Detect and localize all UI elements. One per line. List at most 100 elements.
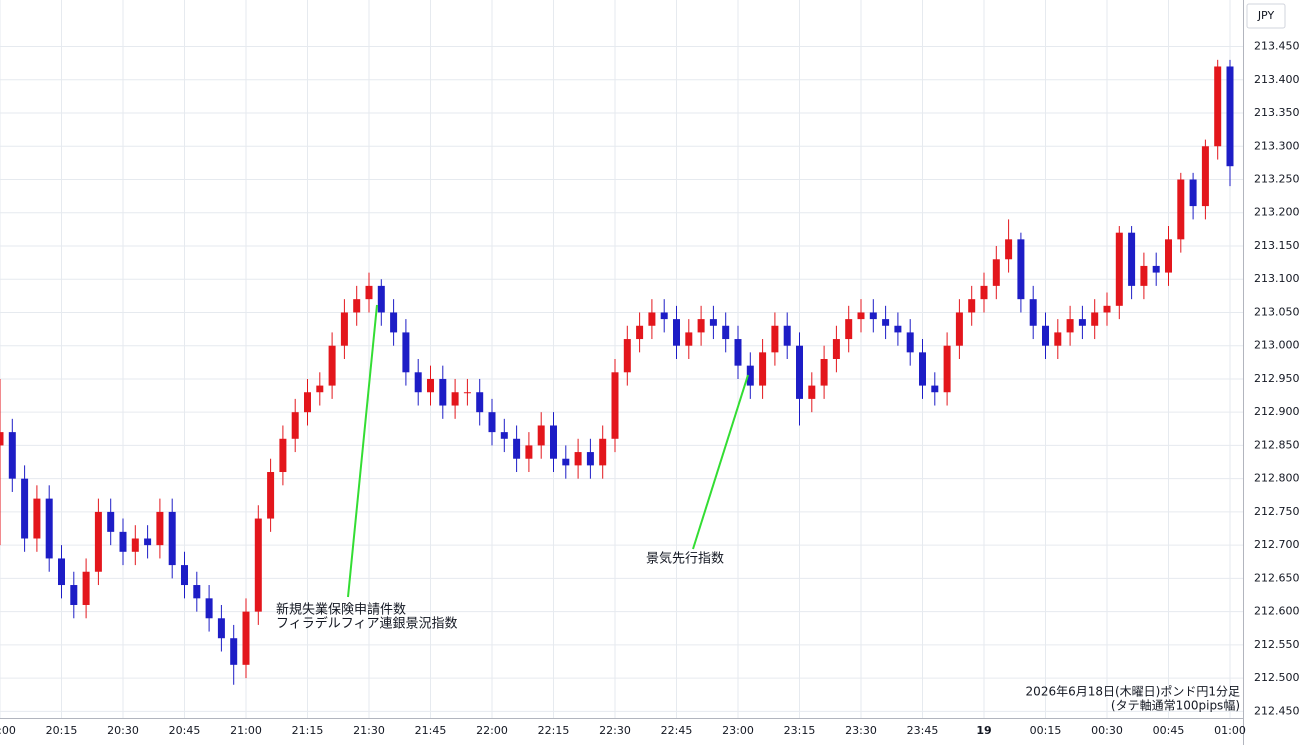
candle-body	[316, 385, 324, 393]
annotation: フィラデルフィア連銀景況指数	[276, 616, 457, 632]
candle-body	[722, 325, 730, 340]
x-tick-label: 00:45	[1153, 724, 1185, 737]
candle-body	[8, 432, 16, 479]
candle-body	[513, 438, 521, 459]
x-tick-label: 23:45	[907, 724, 939, 737]
candle-body	[623, 339, 631, 373]
candle-body	[70, 585, 78, 605]
y-tick-label: 212.650	[1254, 571, 1300, 584]
candle-body	[599, 438, 607, 466]
y-tick-label: 213.100	[1254, 272, 1300, 285]
candle-body	[1103, 305, 1111, 313]
x-tick-label: 20:00	[0, 724, 16, 737]
candle-body	[525, 445, 533, 459]
candle-body	[955, 312, 963, 346]
caption: (タテ軸通常100pips幅)	[1111, 698, 1240, 713]
candle-body	[1140, 265, 1148, 286]
candle-body	[734, 339, 742, 366]
candle-body	[1165, 239, 1172, 273]
x-tick-label: 23:00	[722, 724, 754, 737]
candle-body	[340, 312, 348, 346]
y-tick-label: 213.400	[1254, 73, 1300, 86]
candle-body	[402, 332, 410, 373]
x-tick-label: 20:15	[46, 724, 78, 737]
y-tick-label: 212.800	[1254, 472, 1300, 485]
grid-layer	[0, 0, 1243, 718]
candle-body	[230, 638, 238, 665]
x-tick-label: 00:15	[1030, 724, 1062, 737]
candle-body	[1128, 232, 1136, 286]
candle-body	[1091, 312, 1099, 326]
candle-body	[1042, 325, 1049, 346]
candle-body	[550, 425, 557, 459]
candle-body	[427, 378, 434, 393]
annotation-pointer	[692, 374, 749, 550]
x-tick-label: 20:30	[107, 724, 139, 737]
candle-body	[832, 339, 840, 359]
candle-body	[1029, 299, 1037, 326]
candle-body	[45, 498, 53, 559]
candle-body	[1017, 239, 1025, 300]
candle-body	[808, 385, 816, 399]
candle-body	[205, 598, 213, 619]
candle-body	[291, 412, 299, 439]
candle-body	[882, 319, 890, 326]
candle-body	[463, 392, 471, 394]
candle-body	[1152, 265, 1160, 273]
candle-body	[254, 518, 262, 612]
candle-body	[365, 285, 373, 300]
candle-body	[488, 412, 496, 433]
y-tick-label: 213.150	[1254, 239, 1300, 252]
candle-body	[820, 359, 828, 386]
y-tick-label: 212.700	[1254, 538, 1300, 551]
candle-body	[267, 472, 275, 519]
candle-body	[1177, 179, 1185, 240]
candle-body	[943, 345, 951, 393]
candle-body	[636, 325, 644, 340]
candle-body	[1189, 179, 1197, 207]
y-axis-label: JPY	[1257, 9, 1275, 22]
y-tick-label: 212.900	[1254, 405, 1300, 418]
y-tick-label: 212.550	[1254, 638, 1300, 651]
y-tick-label: 213.350	[1254, 106, 1300, 119]
y-tick-label: 213.450	[1254, 40, 1300, 53]
axis-layer: 212.450 212.500 212.550 212.600 212.650 212.7…	[0, 40, 1300, 737]
caption: 2026年6月18日(木曜日)ポンド円1分足	[1026, 685, 1240, 699]
x-tick-label: 21:15	[292, 724, 324, 737]
candle-body	[857, 312, 865, 320]
candle-body	[107, 511, 115, 532]
candle-body	[500, 432, 508, 439]
candle-body	[869, 312, 877, 320]
currency-box	[1246, 3, 1286, 29]
candle-body	[660, 312, 668, 320]
candle-body	[181, 565, 188, 586]
candle-body	[673, 319, 680, 346]
candle-body	[33, 498, 41, 539]
candle-body	[476, 392, 484, 413]
y-tick-label: 212.450	[1254, 704, 1300, 717]
candle-body	[919, 352, 926, 386]
annotation: 新規失業保険申請件数	[276, 602, 406, 618]
candle-body	[709, 319, 717, 326]
annotation: 景気先行指数	[646, 551, 724, 567]
candle-body	[353, 299, 361, 313]
candle-body	[168, 511, 176, 566]
candle-body	[304, 392, 311, 413]
candle-body	[1214, 66, 1222, 147]
x-tick-label: 22:30	[599, 724, 631, 737]
candle-body	[931, 385, 939, 393]
candle-body	[586, 452, 594, 466]
candle-body	[439, 378, 447, 406]
x-tick-label: 20:45	[169, 724, 201, 737]
candle-body	[94, 511, 102, 572]
x-tick-label: 22:00	[476, 724, 508, 737]
y-tick-label: 213.250	[1254, 173, 1300, 186]
candle-body	[894, 325, 902, 333]
candle-body	[58, 558, 65, 586]
candle-body	[1226, 66, 1234, 167]
candle-body	[697, 319, 705, 333]
candle-body	[390, 312, 398, 333]
y-tick-label: 213.200	[1254, 206, 1300, 219]
